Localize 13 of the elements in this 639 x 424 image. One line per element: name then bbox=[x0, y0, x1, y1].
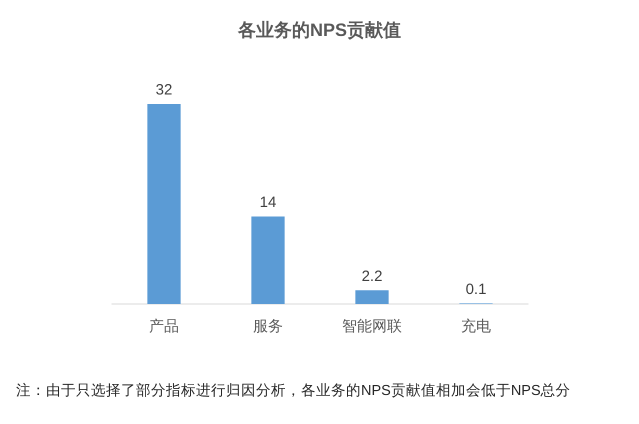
data-label: 32 bbox=[156, 82, 172, 99]
bar bbox=[251, 216, 285, 304]
bar bbox=[355, 290, 389, 304]
x-tick-label: 产品 bbox=[149, 318, 179, 336]
data-label: 2.2 bbox=[362, 268, 382, 285]
bar bbox=[147, 104, 181, 304]
x-tick-label: 智能网联 bbox=[342, 318, 402, 336]
x-tick-label: 充电 bbox=[461, 318, 491, 336]
text: 注：由于只选择了部分指标进行归因分析，各业务的NPS贡献值相加会低于NPS总分 bbox=[16, 382, 572, 400]
x-tick-label: 服务 bbox=[253, 318, 283, 336]
data-label: 0.1 bbox=[466, 281, 486, 298]
data-label: 14 bbox=[260, 194, 276, 212]
chart-title: 各业务的NPS贡献值 bbox=[236, 19, 402, 42]
